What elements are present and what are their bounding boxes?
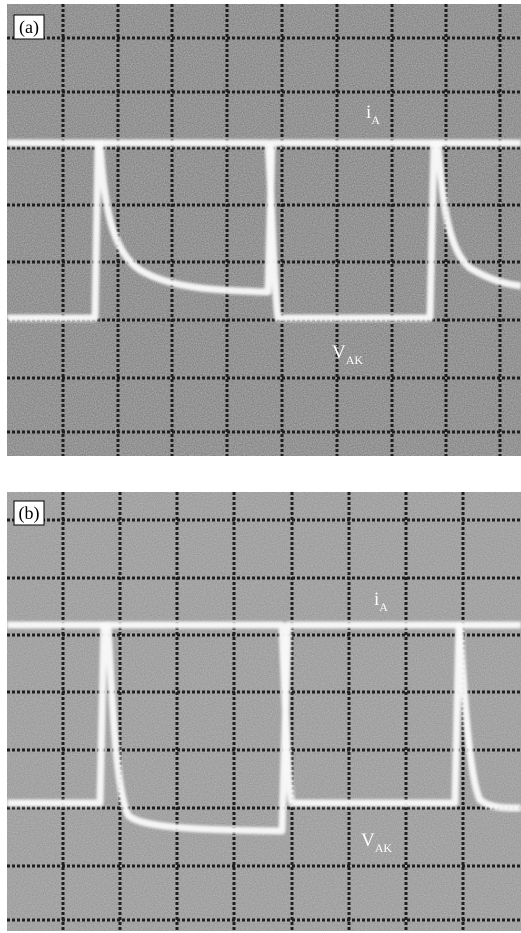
traces <box>7 621 521 835</box>
voltage-symbol: V <box>332 342 346 363</box>
panel-tag-box <box>13 500 45 526</box>
panel-a: (a) iA VAK <box>7 4 521 456</box>
voltage-symbol: V <box>361 830 375 851</box>
current-subscript: A <box>379 600 388 614</box>
voltage-label: VAK <box>332 342 363 367</box>
current-subscript: A <box>371 113 380 127</box>
trace-current <box>7 621 521 835</box>
current-label: iA <box>374 589 388 614</box>
panel-tag: (a) <box>19 17 39 38</box>
grid <box>7 4 521 456</box>
voltage-subscript: AK <box>375 841 393 855</box>
screen-noise <box>7 492 521 931</box>
trace-current <box>7 139 521 296</box>
trace-voltage <box>7 139 521 322</box>
traces <box>7 139 521 322</box>
panel-tag-box <box>13 14 45 40</box>
trace-voltage <box>7 621 521 807</box>
current-symbol: i <box>374 589 379 610</box>
current-symbol: i <box>366 102 371 123</box>
panel-tag: (b) <box>19 503 40 524</box>
voltage-label: VAK <box>361 830 392 855</box>
screen-noise <box>7 4 521 456</box>
voltage-subscript: AK <box>346 353 364 367</box>
current-label: iA <box>366 102 380 127</box>
panel-b: (b) iA VAK <box>7 492 521 931</box>
grid <box>7 492 521 931</box>
